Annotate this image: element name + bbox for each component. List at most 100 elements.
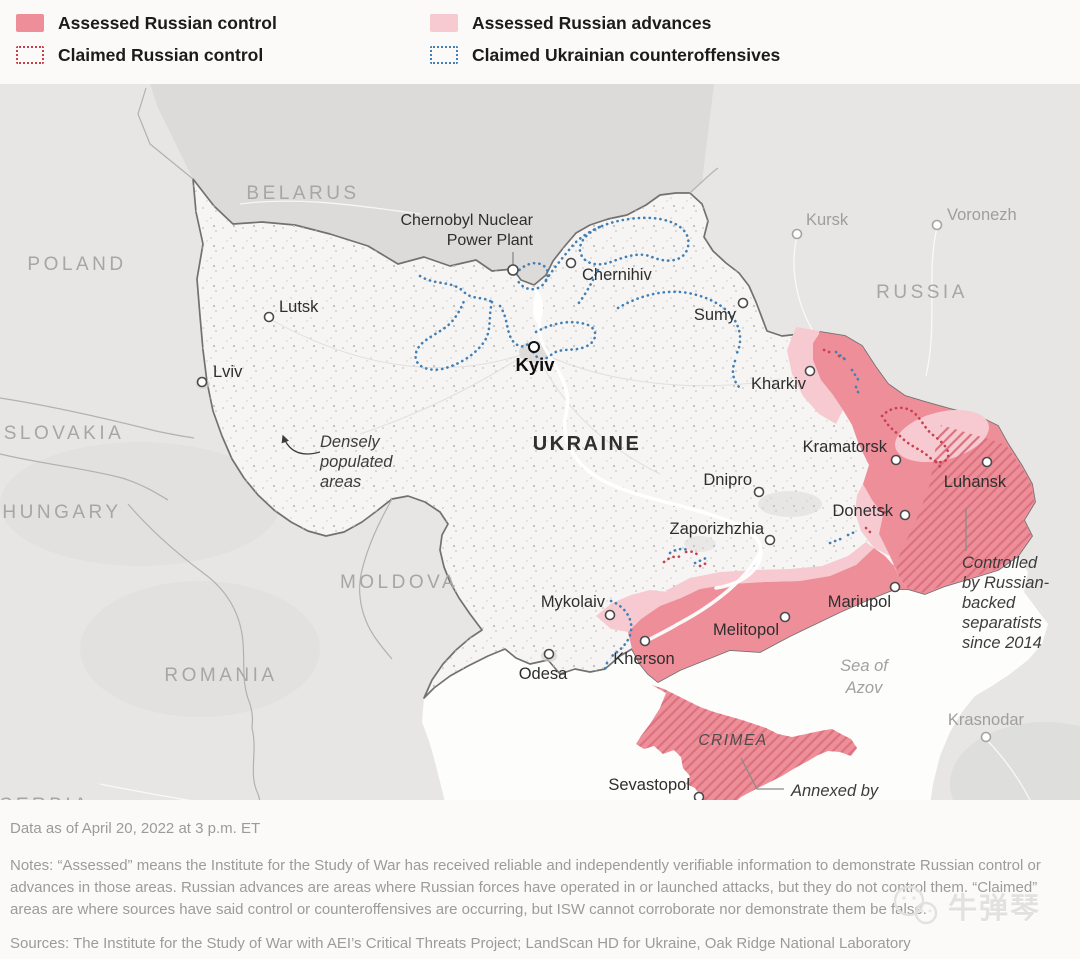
legend-label: Claimed Russian control <box>58 44 264 65</box>
city-label: Donetsk <box>832 502 893 520</box>
annotation-densely: Densely populated areas <box>319 433 393 491</box>
city-kramatorsk: Kramatorsk <box>803 438 902 466</box>
chernobyl-poi: Chernobyl Nuclear Power Plant <box>400 212 534 276</box>
chernobyl-marker <box>507 264 519 276</box>
city-label: Chernihiv <box>582 266 652 284</box>
city-label: Kyiv <box>515 354 555 375</box>
city-label: Dnipro <box>703 471 752 489</box>
advances-area-kherson-west <box>596 590 681 632</box>
legend-label: Claimed Ukrainian counteroffensives <box>472 44 781 65</box>
carpathians-terrain <box>0 442 280 566</box>
roads-ukraine <box>269 318 781 475</box>
footer: Data as of April 20, 2022 at 3 p.m. ET N… <box>0 800 1080 959</box>
city-label: Lviv <box>213 363 243 381</box>
annotation-line: since 2014 <box>962 634 1042 652</box>
densely-populated-arrow <box>281 434 321 455</box>
city-marker <box>890 454 902 466</box>
region-label-crimea: CRIMEA <box>698 732 767 749</box>
city-marker <box>196 376 208 388</box>
city-marker <box>980 731 992 743</box>
city-marker <box>764 534 776 546</box>
city-label: Melitopol <box>713 621 779 639</box>
city-markers-and-labels: Lutsk Lviv Chernihiv Kyiv Sumy Kharkiv Kramato… <box>196 206 1025 800</box>
data-as-of-line: Data as of April 20, 2022 at 3 p.m. ET <box>10 820 261 837</box>
country-label-russia: RUSSIA <box>876 282 968 303</box>
city-kyiv: Kyiv <box>515 341 555 375</box>
sea-shape <box>422 556 1048 800</box>
city-marker <box>931 219 943 231</box>
city-mariupol: Mariupol <box>828 581 901 611</box>
city-krasnodar: Krasnodar <box>948 711 1025 743</box>
city-label: Sumy <box>694 306 737 324</box>
advances-area-donetsk-west <box>855 484 890 556</box>
city-odesa: Odesa <box>519 648 568 683</box>
foreign-borders <box>0 87 719 800</box>
city-label: Voronezh <box>947 206 1017 224</box>
chernobyl-label-line: Chernobyl Nuclear <box>400 212 533 229</box>
map-annotations: Densely populated areas Controlled by Russia… <box>319 433 1050 800</box>
city-voronezh: Voronezh <box>931 206 1017 231</box>
annotation-separatists: Controlled by Russian-backed separatists si… <box>962 554 1050 652</box>
city-lutsk: Lutsk <box>263 298 319 323</box>
notes-text: Notes: “Assessed” means the Institute fo… <box>10 857 1041 918</box>
city-marker <box>981 456 993 468</box>
city-label: Zaporizhzhia <box>670 520 765 538</box>
city-zaporizhzhia: Zaporizhzhia <box>670 520 776 546</box>
advances-area-kharkiv <box>787 327 843 424</box>
romania-terrain <box>80 581 320 717</box>
city-label: Kursk <box>806 211 849 229</box>
country-label-serbia: SERBIA <box>0 795 90 800</box>
country-label-ukraine: UKRAINE <box>533 433 642 455</box>
caucasus-terrain <box>950 722 1080 800</box>
sea-labels: Sea ofAzovBlack SeaCRIMEA <box>698 657 890 749</box>
annotation-line: populated <box>319 453 393 471</box>
ukraine-war-map: POLAND BELARUS RUSSIA SLOVAKIA HUNGARY MOLDOV… <box>0 84 1080 800</box>
sea-label: Azov <box>845 679 884 697</box>
legend-item-assessed-russian-control: Assessed Russian control <box>16 11 277 35</box>
city-label: Kramatorsk <box>803 438 888 456</box>
city-marker <box>899 509 911 521</box>
country-label-slovakia: SLOVAKIA <box>4 423 125 444</box>
city-marker <box>263 311 275 323</box>
city-mykolaiv: Mykolaiv <box>541 593 616 621</box>
city-marker <box>889 581 901 593</box>
city-sumy: Sumy <box>694 297 749 324</box>
city-donetsk: Donetsk <box>832 502 911 521</box>
city-luhansk: Luhansk <box>944 456 1007 491</box>
city-label: Kharkiv <box>751 375 807 393</box>
annotation-line: Controlled <box>962 554 1038 572</box>
city-marker <box>543 648 555 660</box>
city-kursk: Kursk <box>791 211 849 240</box>
sea-label: Sea of <box>840 657 890 675</box>
city-dnipro: Dnipro <box>703 471 765 498</box>
city-label: Mykolaiv <box>541 593 606 611</box>
city-marker <box>737 297 749 309</box>
city-chernihiv: Chernihiv <box>565 257 652 284</box>
wechat-icon <box>893 885 938 925</box>
city-label: Kherson <box>613 650 674 668</box>
country-label-romania: ROMANIA <box>164 665 277 686</box>
legend-swatch-assessed-russian-advances <box>430 14 458 32</box>
city-marker <box>639 635 651 647</box>
legend-label: Assessed Russian control <box>58 12 277 33</box>
legend-item-assessed-russian-advances: Assessed Russian advances <box>430 11 711 35</box>
country-labels: POLAND BELARUS RUSSIA SLOVAKIA HUNGARY MOLDOV… <box>0 183 968 800</box>
legend-swatch-claimed-russian-control <box>16 46 44 64</box>
annotation-line: Annexed by <box>790 782 880 800</box>
country-label-poland: POLAND <box>27 254 126 275</box>
watermark: 牛弹琴 <box>890 882 1041 930</box>
crimea-hatch <box>636 685 857 800</box>
legend-swatch-claimed-ukrainian-counteroffensives <box>430 46 458 64</box>
annotation-line: separatists <box>962 614 1042 632</box>
belarus-region <box>150 84 714 285</box>
annotation-line: backed <box>962 594 1016 612</box>
country-label-moldova: MOLDOVA <box>340 572 458 593</box>
claimed-ukrainian-counteroffensive-lines <box>414 216 862 674</box>
annotation-line: by Russian- <box>962 574 1050 592</box>
city-label: Mariupol <box>828 593 891 611</box>
legend: Assessed Russian control Claimed Russian… <box>0 0 1080 84</box>
city-kharkiv: Kharkiv <box>751 365 816 393</box>
country-label-belarus: BELARUS <box>246 183 359 204</box>
city-marker <box>791 228 803 240</box>
